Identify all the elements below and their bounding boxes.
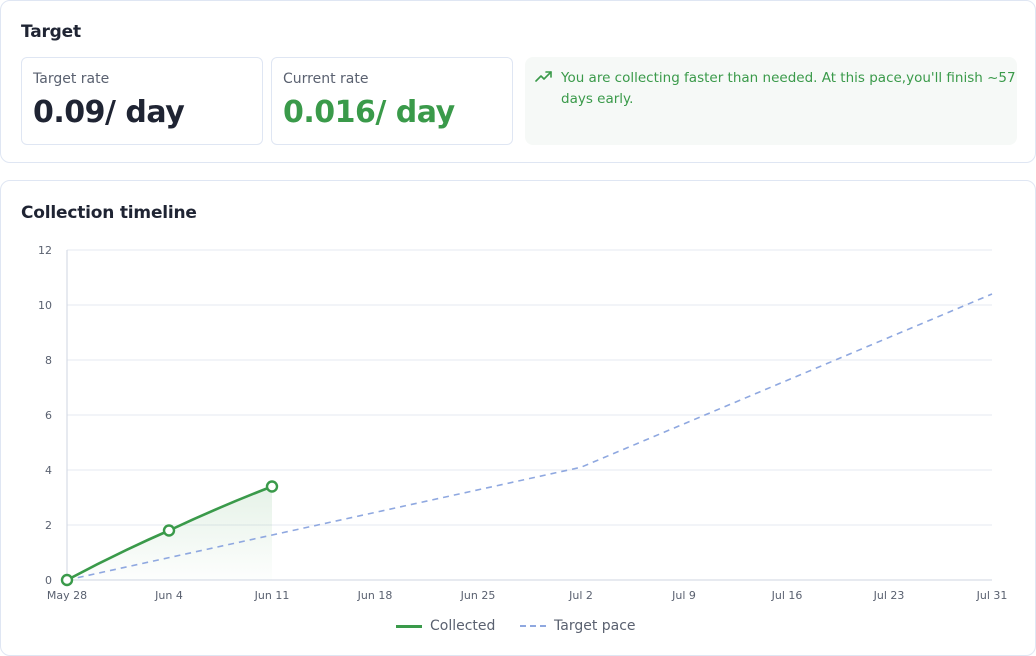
collected-point xyxy=(60,573,74,587)
x-tick-label: Jul 2 xyxy=(568,589,593,602)
current-rate-box: Current rate 0.016/ day xyxy=(271,57,513,145)
pace-insight-banner: You are collecting faster than needed. A… xyxy=(525,57,1017,145)
x-tick-label: Jun 4 xyxy=(154,589,183,602)
target-card-title: Target xyxy=(21,22,81,42)
target-card: Target Target rate 0.09/ day Current rat… xyxy=(0,0,1036,163)
target-rate-label: Target rate xyxy=(33,71,110,87)
timeline-card-title: Collection timeline xyxy=(21,203,197,223)
x-tick-label: Jul 16 xyxy=(771,589,803,602)
y-tick-label: 2 xyxy=(45,519,52,532)
y-tick-label: 0 xyxy=(45,574,52,587)
collected-point xyxy=(162,524,176,537)
y-tick-label: 10 xyxy=(38,299,52,312)
x-tick-label: Jun 11 xyxy=(254,589,290,602)
x-tick-label: May 28 xyxy=(47,589,87,602)
y-tick-label: 8 xyxy=(45,354,52,367)
y-tick-label: 12 xyxy=(38,244,52,257)
target-rate-value: 0.09/ day xyxy=(33,95,185,130)
x-tick-label: Jul 9 xyxy=(671,589,696,602)
pace-insight-text: You are collecting faster than needed. A… xyxy=(561,70,1016,107)
legend-label-target-pace: Target pace xyxy=(554,618,636,634)
legend-item-collected[interactable]: Collected xyxy=(396,616,495,636)
collected-point xyxy=(265,480,279,493)
y-tick-label: 4 xyxy=(45,464,52,477)
y-tick-label: 6 xyxy=(45,409,52,422)
legend-swatch-target-pace xyxy=(520,625,546,627)
x-tick-label: Jun 18 xyxy=(357,589,393,602)
x-tick-label: Jun 25 xyxy=(460,589,496,602)
current-rate-label: Current rate xyxy=(283,71,369,87)
legend-label-collected: Collected xyxy=(430,618,496,634)
trending-up-icon xyxy=(535,71,552,82)
current-rate-value: 0.016/ day xyxy=(283,95,455,130)
legend-swatch-collected xyxy=(396,624,422,628)
chart-legend: Collected Target pace xyxy=(0,616,1036,636)
target-rate-box: Target rate 0.09/ day xyxy=(21,57,263,145)
legend-item-target-pace[interactable]: Target pace xyxy=(520,616,636,636)
x-tick-label: Jul 23 xyxy=(873,589,905,602)
x-tick-label: Jul 31 xyxy=(976,589,1008,602)
